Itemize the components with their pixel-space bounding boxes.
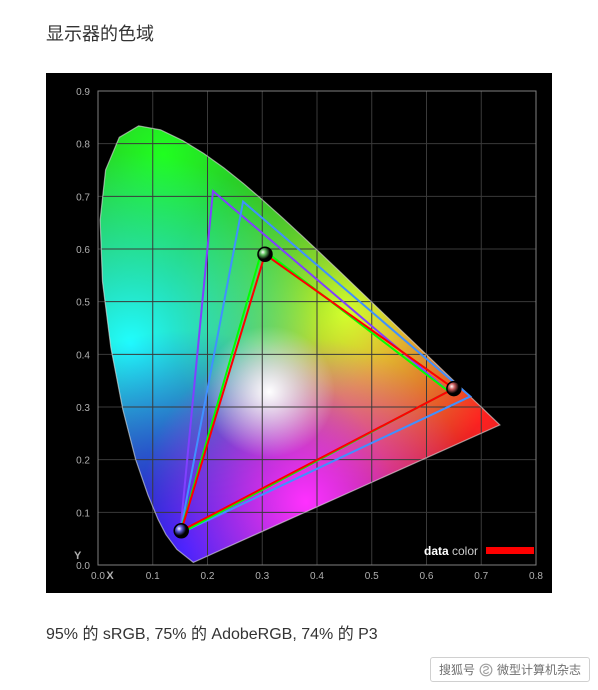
svg-text:0.4: 0.4 — [310, 571, 324, 582]
chart-svg: 0.0 0.1 0.2 0.3 0.4 0.5 0.6 0.7 0.8 0.0 0.1 0.2 0.3 0… — [46, 73, 552, 593]
svg-text:0.3: 0.3 — [76, 403, 90, 414]
watermark-prefix: 搜狐号 — [439, 661, 475, 678]
svg-text:0.6: 0.6 — [76, 245, 90, 256]
svg-text:0.7: 0.7 — [76, 192, 90, 203]
svg-text:color: color — [452, 544, 478, 558]
sohu-icon — [479, 663, 493, 677]
gamut-chart: 0.0 0.1 0.2 0.3 0.4 0.5 0.6 0.7 0.8 0.0 0.1 0.2 0.3 0… — [46, 73, 552, 593]
chart-caption: 95% 的 sRGB, 75% 的 AdobeRGB, 74% 的 P3 — [46, 620, 378, 644]
svg-text:0.0: 0.0 — [91, 571, 105, 582]
svg-text:0.7: 0.7 — [474, 571, 488, 582]
svg-text:0.5: 0.5 — [365, 571, 379, 582]
svg-text:0.4: 0.4 — [76, 350, 90, 361]
page-title: 显示器的色域 — [46, 20, 154, 46]
svg-text:0.6: 0.6 — [420, 571, 434, 582]
svg-text:X: X — [106, 570, 114, 582]
svg-text:0.2: 0.2 — [76, 456, 90, 467]
svg-text:0.1: 0.1 — [76, 508, 90, 519]
svg-text:Y: Y — [74, 550, 82, 562]
svg-text:0.2: 0.2 — [201, 571, 215, 582]
svg-text:0.0: 0.0 — [76, 561, 90, 572]
watermark-author: 微型计算机杂志 — [497, 661, 581, 678]
svg-text:0.5: 0.5 — [76, 298, 90, 309]
source-watermark: 搜狐号 微型计算机杂志 — [430, 657, 590, 682]
svg-text:data: data — [424, 544, 449, 558]
svg-text:0.8: 0.8 — [529, 571, 543, 582]
svg-text:0.3: 0.3 — [255, 571, 269, 582]
svg-text:0.1: 0.1 — [146, 571, 160, 582]
svg-text:0.9: 0.9 — [76, 87, 90, 98]
svg-text:0.8: 0.8 — [76, 140, 90, 151]
